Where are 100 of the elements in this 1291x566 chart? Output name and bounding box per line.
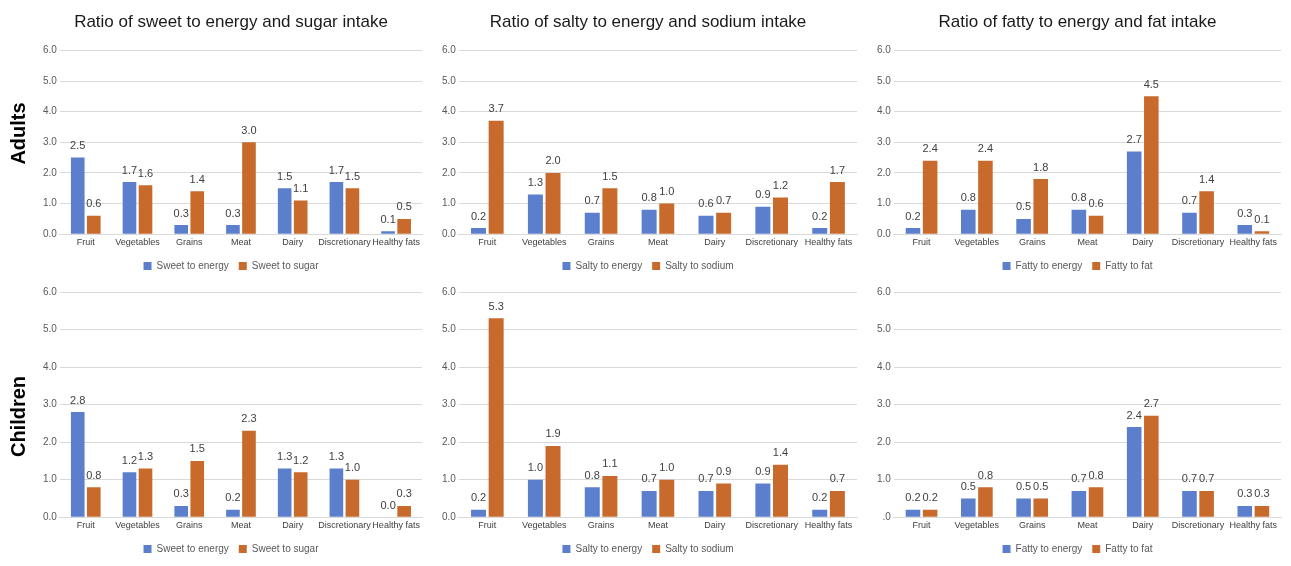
chart-title: Ratio of fatty to energy and fat intake bbox=[938, 11, 1217, 31]
data-label: 1.4 bbox=[772, 446, 789, 459]
data-label: 1.1 bbox=[602, 457, 618, 470]
bar bbox=[545, 445, 561, 517]
data-label: 0.2 bbox=[470, 209, 487, 222]
bar bbox=[812, 509, 828, 517]
bar bbox=[226, 509, 240, 517]
y-tick-label: 2.0 bbox=[43, 166, 58, 178]
x-tick-label: Vegetables bbox=[954, 520, 1000, 531]
bar bbox=[397, 218, 411, 234]
data-label: 0.9 bbox=[755, 464, 771, 477]
legend-label: Sweet to sugar bbox=[251, 259, 320, 271]
bar bbox=[527, 479, 543, 517]
y-tick-label: 1.0 bbox=[877, 473, 892, 485]
bar bbox=[345, 188, 360, 234]
bar bbox=[773, 197, 788, 234]
bar bbox=[488, 318, 504, 517]
y-tick-label: 1.0 bbox=[877, 197, 892, 209]
bar bbox=[329, 182, 344, 234]
data-label: 0.2 bbox=[812, 491, 828, 504]
bar bbox=[960, 209, 976, 234]
data-label: 0.5 bbox=[960, 479, 976, 492]
bar bbox=[329, 468, 344, 517]
bar bbox=[1088, 487, 1104, 517]
bar bbox=[1199, 191, 1214, 234]
bar bbox=[1254, 231, 1270, 234]
y-tick-label: 6.0 bbox=[877, 44, 892, 56]
bar bbox=[659, 479, 675, 517]
x-tick-label: Meat bbox=[230, 237, 252, 248]
data-label: 0.5 bbox=[1015, 200, 1032, 213]
data-label: 0.3 bbox=[1254, 487, 1270, 500]
y-tick-label: 3.0 bbox=[442, 136, 457, 148]
x-tick-label: Grains bbox=[587, 520, 615, 531]
data-label: 0.1 bbox=[1254, 212, 1270, 225]
bar bbox=[1237, 225, 1253, 234]
data-label: 0.7 bbox=[1198, 472, 1215, 485]
data-label: 1.3 bbox=[328, 449, 345, 462]
data-label: 0.2 bbox=[225, 491, 241, 504]
bar bbox=[1071, 209, 1087, 234]
bar bbox=[1016, 498, 1031, 517]
data-label: 0.2 bbox=[905, 209, 921, 222]
x-tick-label: Grains bbox=[175, 520, 203, 531]
bar bbox=[138, 468, 153, 517]
bar bbox=[226, 225, 240, 234]
x-tick-label: Healthy fats bbox=[804, 520, 853, 531]
y-tick-label: 4.0 bbox=[442, 105, 457, 117]
data-label: 5.3 bbox=[488, 299, 504, 312]
bar bbox=[293, 472, 308, 517]
bar bbox=[1144, 415, 1159, 517]
legend-label: Fatty to energy bbox=[1015, 542, 1083, 554]
y-tick-label: 4.0 bbox=[877, 105, 892, 117]
bar bbox=[922, 160, 938, 234]
data-label: 0.8 bbox=[584, 468, 600, 481]
x-tick-label: Dairy bbox=[282, 520, 304, 531]
bar bbox=[716, 483, 732, 517]
data-label: 0.9 bbox=[715, 464, 732, 477]
bar bbox=[829, 182, 845, 234]
bar bbox=[773, 464, 788, 517]
x-tick-label: Grains bbox=[175, 237, 203, 248]
bar bbox=[471, 509, 487, 517]
data-label: 0.0 bbox=[380, 498, 396, 511]
x-tick-label: Healthy fats bbox=[372, 520, 421, 531]
data-label: 1.2 bbox=[121, 453, 138, 466]
data-label: 0.3 bbox=[1237, 206, 1253, 219]
bar bbox=[1126, 427, 1142, 517]
bar bbox=[978, 487, 993, 517]
bar bbox=[812, 228, 828, 234]
data-label: 1.2 bbox=[772, 178, 789, 191]
x-tick-label: Healthy fats bbox=[1229, 237, 1278, 248]
x-tick-label: Grains bbox=[587, 237, 615, 248]
data-label: 0.3 bbox=[173, 487, 189, 500]
bar bbox=[698, 215, 714, 234]
data-label: 0.6 bbox=[698, 197, 714, 210]
data-label: 0.8 bbox=[977, 468, 994, 481]
data-label: 1.9 bbox=[545, 427, 561, 440]
bar bbox=[1199, 490, 1214, 517]
x-tick-label: Meat bbox=[1077, 237, 1098, 248]
x-tick-label: Meat bbox=[1077, 520, 1098, 531]
bar bbox=[293, 200, 308, 234]
bar bbox=[602, 188, 618, 234]
data-label: 0.8 bbox=[1071, 191, 1087, 204]
data-label: 2.5 bbox=[70, 139, 86, 152]
text: Children bbox=[6, 375, 30, 457]
legend-label: Sweet to energy bbox=[156, 542, 229, 554]
y-tick-label: 0.0 bbox=[43, 227, 58, 239]
data-label: 0.2 bbox=[812, 209, 828, 222]
x-tick-label: Fruit bbox=[478, 520, 497, 531]
y-tick-label: 6.0 bbox=[43, 44, 58, 56]
x-tick-label: Healthy fats bbox=[372, 237, 421, 248]
y-tick-label: 3.0 bbox=[43, 398, 58, 410]
y-tick-label: 6.0 bbox=[442, 285, 457, 297]
data-label: 0.7 bbox=[584, 194, 600, 207]
bar bbox=[978, 160, 993, 234]
x-tick-label: Meat bbox=[230, 520, 252, 531]
legend-label: Salty to sodium bbox=[665, 259, 734, 271]
data-label: 0.3 bbox=[173, 206, 189, 219]
y-tick-label: 0.0 bbox=[442, 227, 457, 239]
bar bbox=[242, 430, 256, 517]
bar bbox=[174, 505, 189, 517]
data-label: 1.0 bbox=[659, 461, 675, 474]
